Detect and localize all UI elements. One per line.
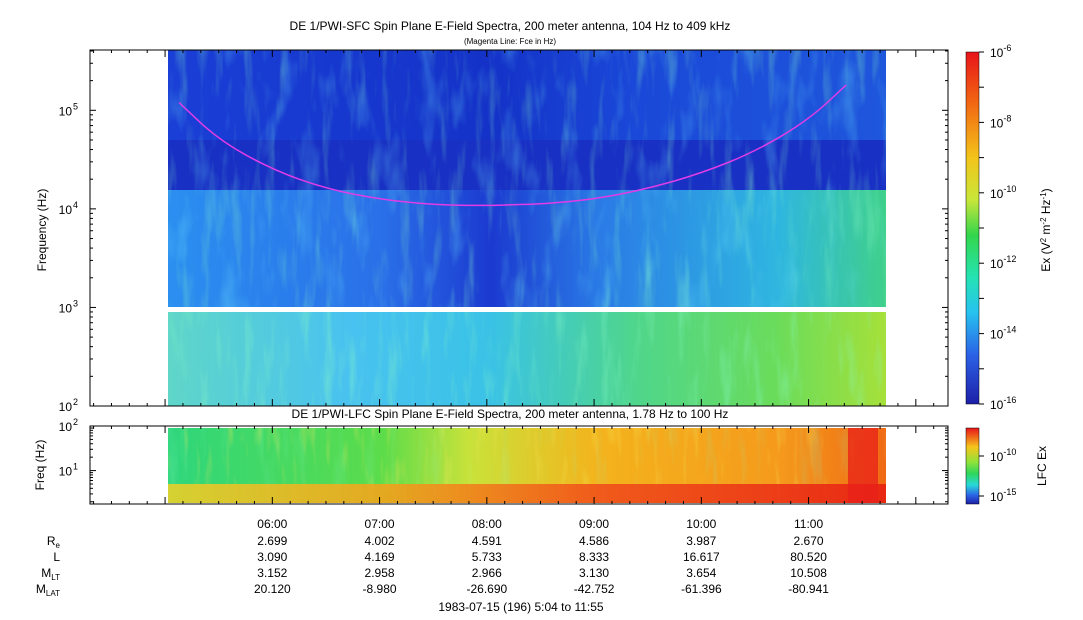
sfc-y-tick-exponent: 3 — [73, 298, 78, 308]
ephemeris-value: 2.699 — [257, 534, 287, 548]
ephemeris-value: -80.941 — [788, 582, 829, 596]
sfc-colorbar-tick-label: 10-16 — [990, 395, 1016, 412]
lfc-y-tick-exponent: 1 — [73, 462, 78, 472]
ephemeris-value: -8.980 — [363, 582, 397, 596]
sfc-spectrogram — [168, 50, 886, 406]
lfc-title: DE 1/PWI-LFC Spin Plane E-Field Spectra,… — [292, 407, 729, 421]
ephemeris-value: -26.690 — [466, 582, 507, 596]
lfc-panel: DE 1/PWI-LFC Spin Plane E-Field Spectra,… — [33, 407, 1049, 505]
sfc-y-tick-exponent: 2 — [73, 397, 78, 407]
sfc-subtitle: (Magenta Line: Fce in Hz) — [464, 37, 556, 46]
lfc-colorbar-tick-label: 10-10 — [990, 447, 1016, 464]
x-tick-label: 08:00 — [472, 517, 502, 531]
x-tick-label: 10:00 — [686, 517, 716, 531]
sfc-colorbar-label: Ex (V2 m-2 Hz-1) — [1039, 188, 1054, 271]
ephemeris-value: 2.670 — [794, 534, 824, 548]
x-tick-label: 06:00 — [257, 517, 287, 531]
lfc-y-tick-exponent: 2 — [73, 417, 78, 427]
lfc-band-base — [168, 484, 886, 503]
ephemeris-value: 3.090 — [257, 550, 287, 564]
sfc-x-ticks — [93, 50, 935, 406]
sfc-title: DE 1/PWI-SFC Spin Plane E-Field Spectra,… — [290, 19, 731, 33]
ephemeris-label: MLT — [41, 566, 60, 582]
ephemeris-value: 10.508 — [790, 566, 827, 580]
sfc-y-tick-exponent: 4 — [73, 200, 78, 210]
x-tick-label: 09:00 — [579, 517, 609, 531]
sfc-texture-b — [168, 50, 886, 307]
sfc-colorbar-tick-label: 10-10 — [990, 184, 1016, 201]
ephemeris-value: 8.333 — [579, 550, 609, 564]
ephemeris-value: -61.396 — [681, 582, 722, 596]
x-tick-labels: 06:00 07:00 08:00 09:00 10:00 11:00 — [257, 517, 823, 531]
sfc-y-tick-label: 10 — [59, 203, 73, 217]
ephemeris-value: 4.591 — [472, 534, 502, 548]
ephemeris-label: L — [53, 550, 60, 564]
lfc-hot-spot — [848, 428, 878, 503]
ephemeris-value: 2.966 — [472, 566, 502, 580]
time-range-caption: 1983-07-15 (196) 5:04 to 11:55 — [438, 600, 604, 614]
lfc-colorbar-label: LFC Ex — [1035, 446, 1049, 486]
sfc-colorbar-tick-label: 10-6 — [990, 43, 1011, 60]
sfc-panel: DE 1/PWI-SFC Spin Plane E-Field Spectra,… — [35, 19, 1053, 414]
ephemeris-value: 4.002 — [365, 534, 395, 548]
ephemeris-value: 3.654 — [686, 566, 716, 580]
x-tick-label: 07:00 — [365, 517, 395, 531]
ephemeris-value: -42.752 — [574, 582, 615, 596]
lfc-frame — [89, 425, 949, 505]
sfc-y-tick-label: 10 — [59, 301, 73, 315]
ephemeris-label: Re — [47, 534, 61, 550]
ephemeris-value: 16.617 — [683, 550, 720, 564]
ephemeris-value: 3.152 — [257, 566, 287, 580]
sfc-colorbar-tick-label: 10-14 — [990, 325, 1016, 342]
ephemeris-value: 20.120 — [254, 582, 291, 596]
ephemeris-label: MLAT — [36, 582, 60, 598]
sfc-colorbar-tick-label: 10-8 — [990, 113, 1011, 130]
sfc-colorbar-ticks: 10-6 10-8 10-10 10-12 10-14 10-16 — [979, 43, 1016, 412]
sfc-colorbar-tick-label: 10-12 — [990, 254, 1016, 271]
ephemeris-value: 2.958 — [365, 566, 395, 580]
ephemeris-value: 3.987 — [686, 534, 716, 548]
lfc-y-tick-label: 10 — [59, 420, 73, 434]
lfc-colorbar-tick-label: 10-15 — [990, 487, 1016, 504]
ephemeris-value: 80.520 — [790, 550, 827, 564]
sfc-y-label: Frequency (Hz) — [35, 189, 49, 272]
ephemeris-value: 5.733 — [472, 550, 502, 564]
x-tick-label: 11:00 — [794, 517, 823, 531]
sfc-texture-c — [168, 312, 886, 406]
sfc-y-tick-exponent: 5 — [73, 101, 78, 111]
sfc-data-gap — [168, 307, 886, 312]
sfc-frame — [89, 49, 949, 407]
sfc-y-tick-label: 10 — [59, 104, 73, 118]
lfc-x-ticks — [93, 426, 935, 504]
sfc-colorbar — [965, 51, 980, 405]
lfc-colorbar-ticks: 10-10 10-15 — [979, 447, 1016, 504]
lfc-spectrogram — [168, 428, 886, 503]
lfc-y-label: Freq (Hz) — [33, 440, 47, 491]
lfc-colorbar — [965, 427, 980, 505]
ephemeris-value: 3.130 — [579, 566, 609, 580]
ephemeris-value: 4.586 — [579, 534, 609, 548]
fce-line — [178, 84, 847, 207]
lfc-y-tick-label: 10 — [59, 465, 73, 479]
ephemeris-value: 4.169 — [365, 550, 395, 564]
ephemeris-values: 2.699 4.002 4.591 4.586 3.987 2.670 3.090 4.169… — [254, 534, 829, 596]
sfc-y-tick-label: 10 — [59, 400, 73, 414]
